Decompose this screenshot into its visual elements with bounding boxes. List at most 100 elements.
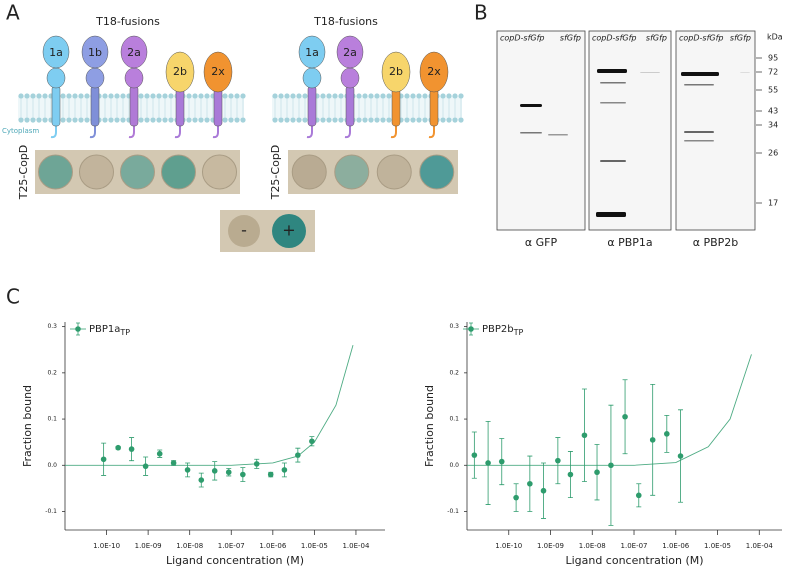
data-point [498,458,505,465]
y-tick-label: 0.1 [449,416,459,423]
data-point [608,462,614,469]
lipid-head [278,117,284,123]
colony-spot [38,154,73,190]
lipid-head [72,117,78,123]
lipid-head [60,117,66,123]
lipid-head [36,117,42,123]
x-tick-label: 1.0E-05 [704,542,731,550]
lipid-head [36,93,42,99]
protein-neck [124,67,144,89]
lipid-head [186,93,192,99]
legend-name: PBP2b [482,324,514,335]
data-point [513,494,519,501]
protein-tail [128,124,135,139]
lipid-head [78,117,84,123]
panel-label: C [6,285,20,309]
data-point [225,469,232,476]
lane-label: copD-sfGfp [500,34,545,43]
row-label: T25-CopD [269,145,282,201]
protein-head [42,35,70,69]
lipid-head [120,117,126,123]
x-tick-label: 1.0E-04 [342,542,370,550]
y-tick-label: 0.0 [449,462,459,469]
data-point [622,413,628,420]
protein-head [298,35,326,69]
lipid-head [204,93,210,99]
blot-band [600,160,626,162]
x-axis-label: Ligand concentration (M) [565,554,703,567]
colony-spot [79,154,114,190]
data-point [664,431,670,437]
antibody-label: α PBP1a [607,236,652,249]
lipid-head [326,117,332,123]
blot-band [684,84,714,86]
lipid-head [410,93,416,99]
x-tick-label: 1.0E-05 [301,542,328,550]
blot-band [684,140,714,142]
blot [496,30,586,231]
protein-tail [212,124,219,139]
protein-stalk [51,85,61,127]
protein-tail [174,124,181,139]
row-label: T25-CopD [17,145,30,201]
lipid-head [102,93,108,99]
lipid-head [296,117,302,123]
marker-label: 72 [768,68,778,77]
blot-band [684,131,714,133]
lipid-head [114,117,120,123]
lipid-head [60,93,66,99]
protein-tail [306,124,313,139]
lipid-head [192,117,198,123]
data-point [485,460,491,466]
x-tick-label: 1.0E-10 [495,542,522,550]
group-title: T18-fusions [95,15,160,28]
protein-label: 1a [305,46,319,59]
lane-label: sfGfp [560,34,581,43]
lipid-head [296,93,302,99]
lipid-head [240,93,246,99]
lipid-head [338,117,344,123]
lipid-head [30,117,36,123]
protein-head [81,35,109,69]
protein-label: 2b [173,65,187,78]
colony-spot [376,154,412,190]
x-tick-label: 1.0E-09 [537,542,564,550]
lipid-head [452,117,458,123]
unit-label: kDa [767,33,783,42]
lipid-head [84,93,90,99]
protein-head [419,51,449,93]
panel-label: A [6,1,20,25]
lipid-head [368,117,374,123]
lipid-head [380,117,386,123]
lipid-head [108,117,114,123]
lipid-head [272,117,278,123]
data-point [567,471,574,478]
x-tick-label: 1.0E-07 [218,542,245,550]
data-point [581,432,588,439]
lipid-head [380,93,386,99]
x-tick-label: 1.0E-08 [579,542,606,550]
control-label: + [282,221,295,240]
y-tick-label: 0.2 [47,369,57,376]
colony-spot [228,215,260,247]
protein-tail [50,124,57,139]
lipid-head [422,93,428,99]
protein-stalk [90,85,100,127]
lipid-head [332,93,338,99]
data-point [527,480,533,487]
lipid-head [192,93,198,99]
blot-band [600,82,626,84]
data-point [184,467,191,473]
lipid-head [186,117,192,123]
y-tick-label: -0.1 [45,508,57,515]
lipid-head [302,93,308,99]
lipid-head [326,93,332,99]
lipid-head [198,93,204,99]
x-tick-label: 1.0E-10 [93,542,120,550]
blot-band [520,132,542,134]
antibody-label: α GFP [525,236,558,249]
blot-band [548,134,568,136]
lipid-head [114,93,120,99]
y-axis-label: Fraction bound [21,385,34,467]
